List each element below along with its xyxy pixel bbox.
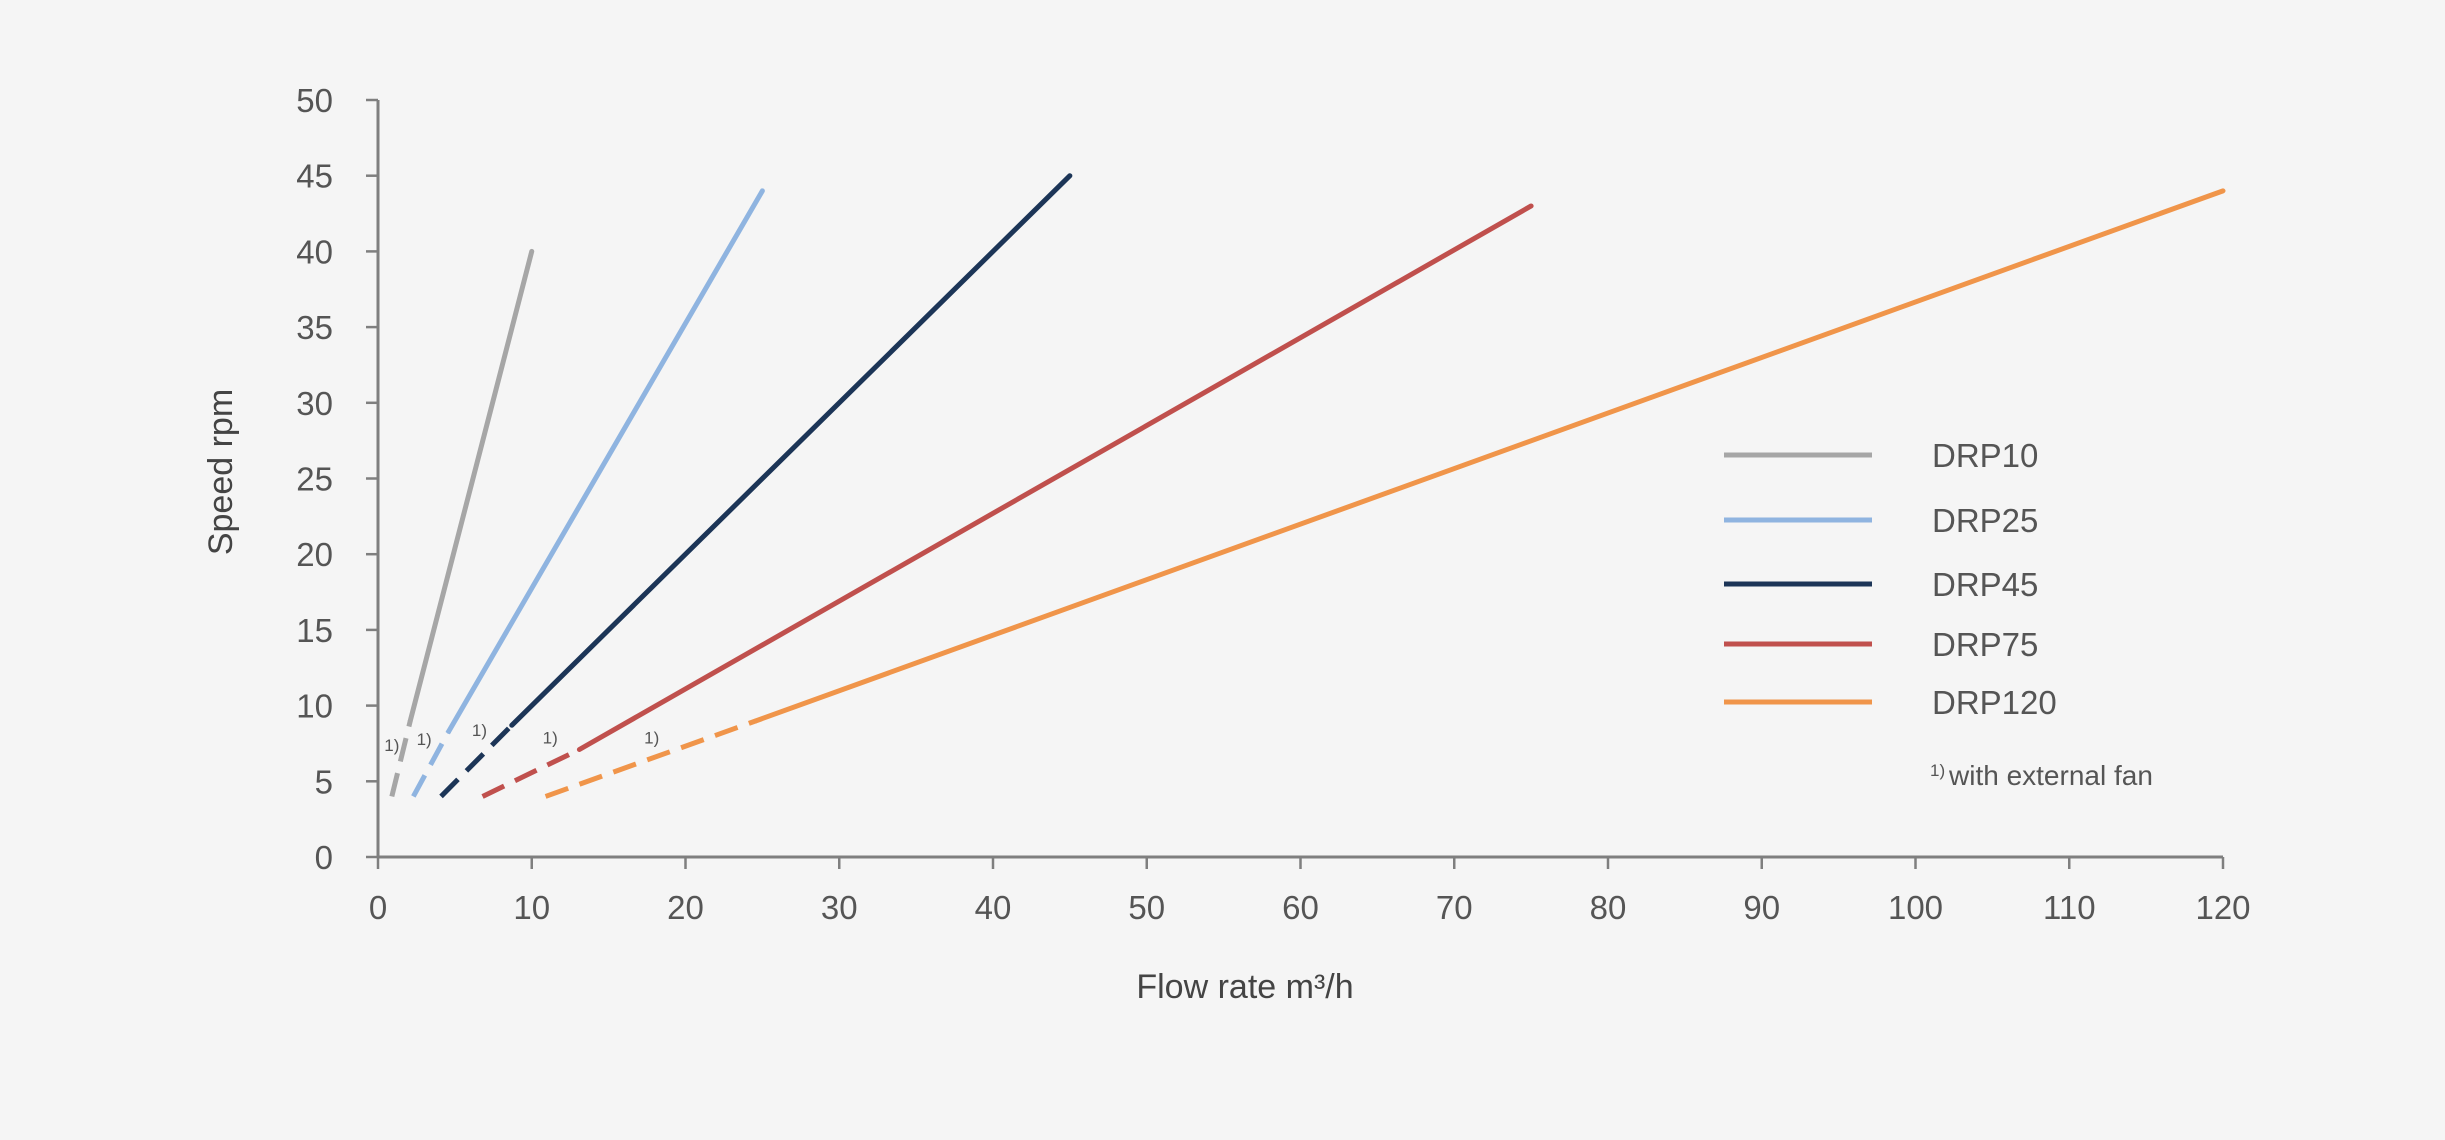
x-tick-label: 40 <box>975 889 1012 926</box>
footnote-marker: 1) <box>1930 761 1945 780</box>
y-tick-label: 40 <box>296 233 333 270</box>
legend-label-drp45: DRP45 <box>1932 566 2038 603</box>
y-tick-label: 5 <box>315 763 333 800</box>
y-tick-label: 45 <box>296 158 333 195</box>
legend-label-drp75: DRP75 <box>1932 626 2038 663</box>
y-tick-label: 20 <box>296 536 333 573</box>
footnote: 1) with external fan <box>1930 760 2153 791</box>
series-drp120-footnote-marker: 1) <box>644 728 659 747</box>
series-drp10-dashed-segment <box>389 720 413 798</box>
x-tick-label: 120 <box>2195 889 2250 926</box>
y-tick-label: 0 <box>315 839 333 876</box>
series-drp10-line <box>407 248 535 724</box>
x-tick-label: 60 <box>1282 889 1319 926</box>
series-drp75-dashed-segment <box>481 747 581 799</box>
y-axis-title: Speed rpm <box>202 389 240 555</box>
x-tick-label: 70 <box>1436 889 1473 926</box>
legend-label-drp25: DRP25 <box>1932 502 2038 539</box>
series-drp45-footnote-marker: 1) <box>472 721 487 740</box>
legend-label-drp10: DRP10 <box>1932 437 2038 474</box>
series-drp120-line <box>753 188 2226 724</box>
x-axis-title: Flow rate m³/h <box>1136 968 1353 1006</box>
x-tick-label: 110 <box>2043 889 2096 926</box>
y-tick-label: 30 <box>296 385 333 422</box>
axes: 0 10 20 30 40 50 60 70 80 90 100 110 120 0 5 10 15 20 25 30… <box>296 82 2250 926</box>
footnote-text: with external fan <box>1948 760 2153 791</box>
y-tick-label: 25 <box>296 461 333 498</box>
x-tick-label: 80 <box>1590 889 1627 926</box>
y-tick-label: 50 <box>296 82 333 119</box>
legend-label-drp120: DRP120 <box>1932 684 2057 721</box>
series-drp25-line <box>446 188 765 734</box>
series-drp75-line <box>576 203 1534 753</box>
series-drp120-dashed-segment <box>544 718 758 799</box>
series-lines: 1) 1) 1) 1) 1) <box>384 173 2226 799</box>
x-tick-label: 50 <box>1128 889 1165 926</box>
series-drp75-footnote-marker: 1) <box>543 728 558 747</box>
series-drp45-line <box>509 173 1073 728</box>
y-tick-label: 15 <box>296 612 333 649</box>
x-tick-label: 20 <box>667 889 704 926</box>
series-drp25-footnote-marker: 1) <box>417 730 432 749</box>
series-drp25-dashed-segment <box>411 730 451 798</box>
x-tick-label: 90 <box>1743 889 1780 926</box>
series-drp45-dashed-segment <box>439 723 514 799</box>
series-drp10-footnote-marker: 1) <box>384 736 399 755</box>
x-tick-label: 10 <box>513 889 550 926</box>
x-tick-label: 100 <box>1888 889 1943 926</box>
x-tick-label: 0 <box>369 889 387 926</box>
x-tick-label: 30 <box>821 889 858 926</box>
y-tick-label: 35 <box>296 309 333 346</box>
legend: DRP10 DRP25 DRP45 DRP75 DRP120 <box>1724 437 2057 721</box>
y-tick-label: 10 <box>296 688 333 725</box>
